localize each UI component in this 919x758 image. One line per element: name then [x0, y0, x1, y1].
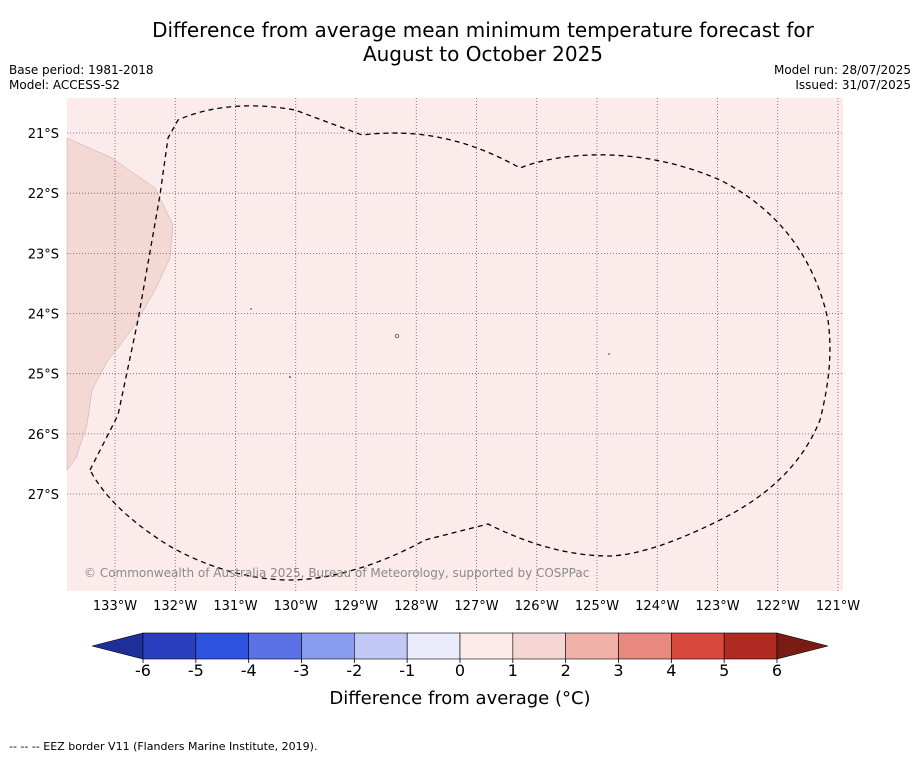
latitude-label: 26°S: [28, 428, 59, 443]
longitude-label: 130°W: [274, 599, 318, 614]
map-grid: [67, 98, 843, 591]
meta-right: Model run: 28/07/2025 Issued: 31/07/2025: [774, 63, 911, 93]
eez-border: [89, 105, 831, 581]
longitude-label: 133°W: [93, 599, 137, 614]
longitude-label: 129°W: [334, 599, 378, 614]
map-ocean: [67, 98, 843, 591]
longitude-label: 132°W: [153, 599, 197, 614]
island-marker: [394, 333, 400, 339]
colorbar-label: Difference from average (°C): [329, 688, 591, 709]
longitude-label: 131°W: [213, 599, 257, 614]
colorbar-tick-label: 2: [561, 661, 571, 680]
colorbar-segment: [723, 632, 778, 660]
colorbar-tick-label: 4: [666, 661, 676, 680]
colorbar-tick-label: 0: [455, 661, 465, 680]
island-marker: [608, 353, 610, 355]
longitude-label: 128°W: [394, 599, 438, 614]
latitude-label: 21°S: [28, 127, 59, 142]
latitude-label: 27°S: [28, 488, 59, 503]
latitude-label: 23°S: [28, 247, 59, 262]
longitude-label: 122°W: [756, 599, 800, 614]
title-line-1: Difference from average mean minimum tem…: [152, 18, 814, 42]
island-marker: [250, 308, 252, 310]
model-text: Model: ACCESS-S2: [9, 78, 121, 92]
eez-footer-note: -- -- -- EEZ border V11 (Flanders Marine…: [9, 740, 318, 753]
longitude-labels: 133°W 132°W 131°W 130°W 129°W 128°W 127°W 126°W…: [93, 599, 860, 614]
colorbar-segment: [142, 632, 197, 660]
colorbar-segment: [248, 632, 302, 660]
latitude-label: 24°S: [28, 308, 59, 323]
colorbar-tick-label: -5: [188, 661, 204, 680]
colorbar-arrow-high: [776, 632, 829, 660]
colorbar-segment: [459, 632, 514, 660]
colorbar-tick-label: -4: [241, 661, 257, 680]
map-title: Difference from average mean minimum tem…: [0, 18, 919, 66]
colorbar-tick-label: 3: [613, 661, 623, 680]
colorbar-arrow-low: [91, 632, 144, 660]
model-run-text: Model run: 28/07/2025: [773, 63, 911, 77]
colorbar-tick-label: -6: [135, 661, 151, 680]
longitude-label: 125°W: [575, 599, 619, 614]
forecast-map: © Commonwealth of Australia 2025, Bureau…: [28, 98, 860, 680]
latitude-labels: 21°S 22°S 23°S 24°S 25°S 26°S 27°S: [28, 127, 59, 503]
title-line-2: August to October 2025: [362, 42, 604, 66]
colorbar-segment: [195, 632, 249, 660]
colorbar-tick-label: 1: [508, 661, 518, 680]
meta-left: Base period: 1981-2018 Model: ACCESS-S2: [9, 63, 154, 93]
longitude-label: 124°W: [635, 599, 679, 614]
colorbar-segment: [565, 632, 619, 660]
colorbar-segment: [512, 632, 566, 660]
colorbar-tick-label: -3: [294, 661, 310, 680]
colorbar-segment: [301, 632, 355, 660]
island-marker: [289, 376, 291, 378]
colorbar: -6 -5 -4 -3 -2 -1 0 1 2 3 4 5 6: [91, 632, 829, 680]
longitude-label: 121°W: [816, 599, 860, 614]
base-period-text: Base period: 1981-2018: [9, 63, 154, 77]
copyright-text: © Commonwealth of Australia 2025, Bureau…: [84, 566, 589, 580]
longitude-label: 127°W: [454, 599, 498, 614]
colorbar-segment: [406, 632, 461, 660]
colorbar-tick-label: -1: [399, 661, 415, 680]
latitude-label: 22°S: [28, 187, 59, 202]
longitude-label: 123°W: [695, 599, 739, 614]
latitude-label: 25°S: [28, 368, 59, 383]
colorbar-tick-label: 6: [772, 661, 782, 680]
colorbar-segment: [354, 632, 408, 660]
longitude-label: 126°W: [515, 599, 559, 614]
colorbar-segment: [618, 632, 672, 660]
map-land: [66, 137, 174, 471]
colorbar-tick-label: 5: [719, 661, 729, 680]
colorbar-tick-label: -2: [346, 661, 362, 680]
issued-text: Issued: 31/07/2025: [795, 78, 911, 92]
colorbar-segment: [671, 632, 725, 660]
